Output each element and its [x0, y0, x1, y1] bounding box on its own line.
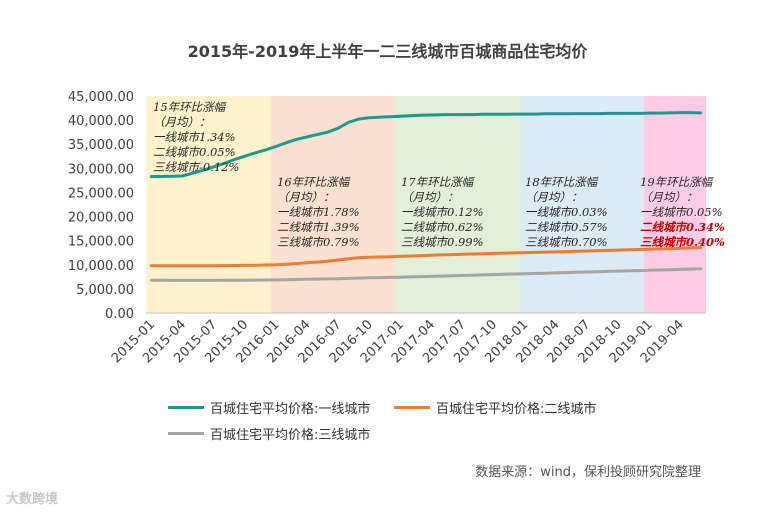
- watermark: 大数跨境: [6, 492, 59, 507]
- annotation-0-line-4: 三线城市-0.12%: [153, 160, 239, 174]
- annotation-3-line-3: 二线城市0.57%: [525, 220, 608, 234]
- y-tick-label: 35,000.00: [68, 138, 134, 153]
- annotation-4-line-0: 19年环比涨幅: [640, 175, 715, 189]
- annotation-1-line-1: （月均）：: [277, 190, 335, 204]
- legend-swatch-tier3: [168, 432, 204, 435]
- annotation-4-line-2: 一线城市0.05%: [640, 205, 723, 219]
- y-tick-label: 15,000.00: [68, 235, 134, 250]
- annotation-0-line-2: 一线城市1.34%: [153, 130, 236, 144]
- legend-swatch-tier2: [394, 406, 430, 409]
- source-note: 数据来源：wind，保利投顾研究院整理: [475, 465, 701, 480]
- annotation-2-line-4: 三线城市0.99%: [401, 235, 484, 249]
- series-line-3: [149, 267, 703, 282]
- annotation-2-line-0: 17年环比涨幅: [401, 175, 476, 189]
- y-tick-label: 30,000.00: [68, 162, 134, 177]
- legend-swatch-tier1: [168, 406, 204, 409]
- annotation-2-line-3: 二线城市0.62%: [401, 220, 484, 234]
- band-4: [643, 96, 706, 313]
- annotation-1-line-4: 三线城市0.79%: [277, 235, 360, 249]
- annotation-1-line-3: 二线城市1.39%: [277, 220, 360, 234]
- annotation-4-line-1: （月均）：: [640, 190, 698, 204]
- annotation-3-line-0: 18年环比涨幅: [525, 175, 600, 189]
- y-tick-label: 0.00: [105, 307, 134, 322]
- band-3: [519, 96, 644, 313]
- annotation-2-line-2: 一线城市0.12%: [401, 205, 484, 219]
- legend-item-tier3: 百城住宅平均价格:三线城市: [168, 424, 370, 443]
- annotation-3-line-2: 一线城市0.03%: [525, 205, 608, 219]
- annotation-1-line-2: 一线城市1.78%: [277, 205, 360, 219]
- y-tick-label: 40,000.00: [68, 114, 134, 129]
- annotation-0-line-0: 15年环比涨幅: [153, 100, 228, 114]
- annotation-0-line-3: 二线城市0.05%: [153, 145, 236, 159]
- series-line-1: [149, 111, 703, 178]
- annotation-3-line-1: （月均）：: [525, 190, 583, 204]
- legend-label-tier2: 百城住宅平均价格:二线城市: [436, 402, 597, 417]
- y-tick-label: 20,000.00: [68, 211, 134, 226]
- legend-label-tier3: 百城住宅平均价格:三线城市: [210, 428, 371, 443]
- annotation-4-line-4: 三线城市0.40%: [640, 235, 725, 249]
- annotation-0-line-1: （月均）：: [153, 115, 211, 129]
- y-tick-label: 25,000.00: [68, 186, 134, 201]
- y-tick-label: 10,000.00: [68, 259, 134, 274]
- annotation-2-line-1: （月均）：: [401, 190, 459, 204]
- y-tick-label: 45,000.00: [68, 90, 134, 105]
- y-tick-label: 5,000.00: [76, 283, 134, 298]
- annotation-3-line-4: 三线城市0.70%: [525, 235, 608, 249]
- annotation-4-line-3: 二线城市0.34%: [640, 220, 725, 234]
- annotation-1-line-0: 16年环比涨幅: [277, 175, 352, 189]
- chart-title: 2015年-2019年上半年一二三线城市百城商品住宅均价: [187, 42, 588, 61]
- band-0: [146, 96, 271, 313]
- legend-item-tier1: 百城住宅平均价格:一线城市: [168, 398, 370, 417]
- series-line-2: [149, 246, 703, 268]
- legend-label-tier1: 百城住宅平均价格:一线城市: [210, 402, 371, 417]
- legend-item-tier2: 百城住宅平均价格:二线城市: [394, 398, 596, 417]
